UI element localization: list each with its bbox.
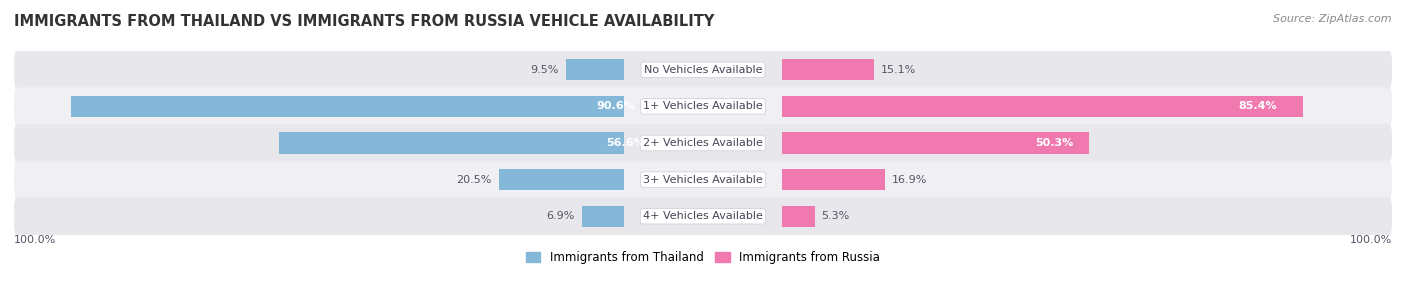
Text: 6.9%: 6.9% <box>547 211 575 221</box>
Bar <box>782 206 814 227</box>
Bar <box>782 169 886 190</box>
Text: 5.3%: 5.3% <box>821 211 849 221</box>
Text: 16.9%: 16.9% <box>893 175 928 184</box>
FancyBboxPatch shape <box>14 160 1392 199</box>
Text: 4+ Vehicles Available: 4+ Vehicles Available <box>643 211 763 221</box>
FancyBboxPatch shape <box>14 51 1392 89</box>
Text: 100.0%: 100.0% <box>1350 235 1392 245</box>
Text: 2+ Vehicles Available: 2+ Vehicles Available <box>643 138 763 148</box>
Text: IMMIGRANTS FROM THAILAND VS IMMIGRANTS FROM RUSSIA VEHICLE AVAILABILITY: IMMIGRANTS FROM THAILAND VS IMMIGRANTS F… <box>14 14 714 29</box>
Legend: Immigrants from Thailand, Immigrants from Russia: Immigrants from Thailand, Immigrants fro… <box>522 247 884 269</box>
FancyBboxPatch shape <box>14 197 1392 235</box>
Text: 15.1%: 15.1% <box>882 65 917 75</box>
Bar <box>278 132 624 154</box>
FancyBboxPatch shape <box>14 124 1392 162</box>
Text: Source: ZipAtlas.com: Source: ZipAtlas.com <box>1274 14 1392 24</box>
Text: 85.4%: 85.4% <box>1239 102 1277 111</box>
Bar <box>582 206 624 227</box>
Text: 56.6%: 56.6% <box>606 138 645 148</box>
Bar <box>782 132 1088 154</box>
FancyBboxPatch shape <box>14 87 1392 126</box>
Bar <box>782 96 1303 117</box>
Bar <box>782 59 875 80</box>
Text: 100.0%: 100.0% <box>14 235 56 245</box>
Text: 9.5%: 9.5% <box>530 65 560 75</box>
Bar <box>499 169 624 190</box>
Text: 20.5%: 20.5% <box>457 175 492 184</box>
Text: 3+ Vehicles Available: 3+ Vehicles Available <box>643 175 763 184</box>
Text: 90.6%: 90.6% <box>596 102 636 111</box>
Text: 50.3%: 50.3% <box>1035 138 1074 148</box>
Bar <box>565 59 624 80</box>
Text: No Vehicles Available: No Vehicles Available <box>644 65 762 75</box>
Text: 1+ Vehicles Available: 1+ Vehicles Available <box>643 102 763 111</box>
Bar <box>72 96 624 117</box>
